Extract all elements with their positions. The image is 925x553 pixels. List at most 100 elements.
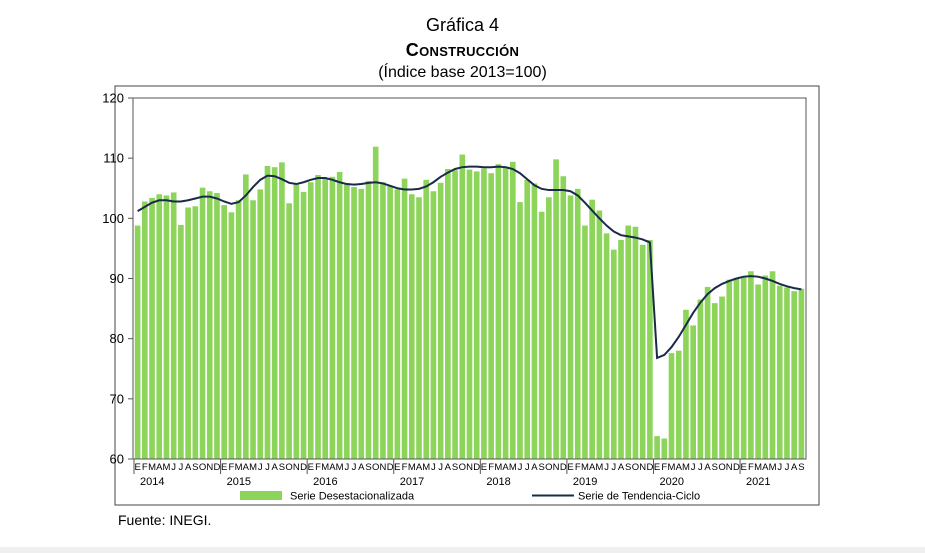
bar <box>264 165 271 460</box>
x-month-label: O <box>718 462 725 473</box>
x-year-label: 2014 <box>140 476 164 488</box>
bar <box>307 182 314 460</box>
bar <box>300 191 307 460</box>
x-month-label: M <box>408 462 416 473</box>
x-month-label: A <box>676 462 683 473</box>
chart-subtitle: (Índice base 2013=100) <box>378 64 547 81</box>
bar <box>466 169 473 459</box>
bar <box>697 299 704 459</box>
bar <box>199 187 206 459</box>
bar <box>185 207 191 459</box>
legend-bar-swatch <box>240 491 282 500</box>
bar <box>257 189 264 459</box>
x-month-label: M <box>163 462 171 473</box>
bar <box>459 154 466 459</box>
x-month-label: E <box>481 462 487 473</box>
x-month-label: F <box>228 462 234 473</box>
bar <box>546 197 552 459</box>
x-month-label: D <box>473 462 480 473</box>
x-month-label: M <box>321 462 329 473</box>
x-year-label: 2015 <box>227 476 251 488</box>
x-month-label: A <box>502 462 509 473</box>
y-axis: 60 70 80 90 100 110 120 <box>102 91 133 467</box>
bar <box>517 202 523 459</box>
x-month-label: J <box>179 462 184 473</box>
bar <box>394 189 401 459</box>
x-month-label: M <box>509 462 517 473</box>
x-month-label: O <box>199 462 206 473</box>
bar <box>582 225 588 459</box>
bar <box>574 188 581 459</box>
x-month-label: S <box>279 462 285 473</box>
trend-cycle-line <box>137 165 802 360</box>
legend-bar-label: Serie Desestacionalizada <box>290 491 415 503</box>
bar <box>690 325 696 459</box>
x-month-label: M <box>148 462 156 473</box>
bar <box>481 168 487 459</box>
x-month-label: A <box>589 462 596 473</box>
x-month-label: J <box>171 462 176 473</box>
x-month-label: N <box>726 462 733 473</box>
x-year-label: 2020 <box>659 476 683 488</box>
chart-title: Construcción <box>405 40 520 60</box>
bar <box>235 200 242 459</box>
x-month-label: M <box>249 462 257 473</box>
x-month-label: A <box>329 462 336 473</box>
x-year-label: 2021 <box>746 476 770 488</box>
x-month-label: A <box>243 462 250 473</box>
bar <box>408 194 415 459</box>
x-month-label: F <box>575 462 581 473</box>
y-tick-label: 100 <box>102 211 124 226</box>
x-month-label: O <box>545 462 552 473</box>
bar <box>762 275 769 459</box>
x-month-label: N <box>293 462 300 473</box>
x-month-label: A <box>704 462 711 473</box>
bar <box>445 169 451 459</box>
bar <box>531 183 538 459</box>
x-month-label: J <box>265 462 270 473</box>
x-month-label: J <box>352 462 357 473</box>
bar <box>279 162 285 459</box>
x-month-label: M <box>336 462 344 473</box>
x-month-label: D <box>646 462 653 473</box>
x-month-label: S <box>538 462 544 473</box>
x-month-label: M <box>754 462 762 473</box>
x-month-label: A <box>762 462 769 473</box>
x-month-label: E <box>134 462 140 473</box>
bar <box>502 166 509 459</box>
x-month-label: O <box>459 462 466 473</box>
bar <box>733 277 740 459</box>
legend-line-label: Serie de Tendencia-Ciclo <box>578 491 700 503</box>
x-month-label: N <box>379 462 386 473</box>
bar <box>603 233 610 460</box>
x-month-label: A <box>791 462 798 473</box>
x-month-label: D <box>387 462 394 473</box>
x-month-label: N <box>553 462 560 473</box>
bar <box>639 244 646 459</box>
bar <box>401 178 408 459</box>
y-tick-label: 70 <box>110 391 124 406</box>
x-month-label: A <box>416 462 423 473</box>
x-month-label: M <box>682 462 690 473</box>
figure-number: Gráfica 4 <box>425 15 500 35</box>
bar <box>618 239 624 459</box>
bar <box>784 287 790 459</box>
bar <box>423 179 430 459</box>
bar <box>704 286 711 459</box>
x-month-label: M <box>769 462 777 473</box>
bar <box>553 159 559 459</box>
x-month-label: A <box>445 462 452 473</box>
y-tick-label: 80 <box>110 331 124 346</box>
bar <box>683 309 689 459</box>
y-tick-label: 110 <box>103 151 124 166</box>
bar <box>798 288 805 459</box>
bar <box>315 175 321 459</box>
bar <box>271 167 278 459</box>
bar <box>596 210 603 459</box>
x-month-label: O <box>285 462 292 473</box>
x-month-label: A <box>156 462 163 473</box>
x-month-label: A <box>272 462 279 473</box>
x-month-label: D <box>560 462 567 473</box>
x-month-label: F <box>661 462 667 473</box>
